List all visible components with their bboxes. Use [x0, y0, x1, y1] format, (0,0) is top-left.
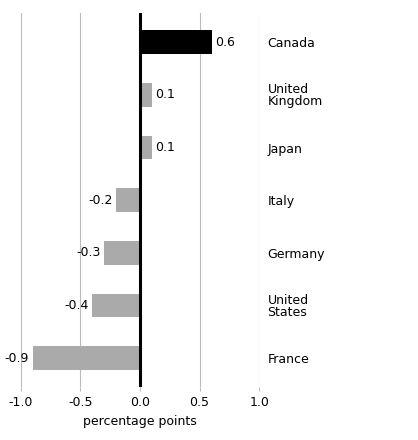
Text: 0.6: 0.6 [215, 36, 235, 49]
Text: -0.9: -0.9 [5, 352, 29, 365]
Bar [140, 30, 212, 54]
Bar [116, 188, 140, 212]
Text: -0.2: -0.2 [88, 194, 112, 207]
Text: -0.3: -0.3 [76, 246, 101, 259]
Text: 0.1: 0.1 [155, 88, 176, 101]
Bar [104, 241, 140, 265]
Bar [33, 346, 140, 370]
Text: -0.4: -0.4 [64, 299, 89, 312]
Text: 0.1: 0.1 [155, 141, 176, 154]
Bar [140, 136, 152, 159]
Bar [140, 83, 152, 106]
Bar [92, 294, 140, 317]
X-axis label: percentage points: percentage points [83, 415, 197, 428]
